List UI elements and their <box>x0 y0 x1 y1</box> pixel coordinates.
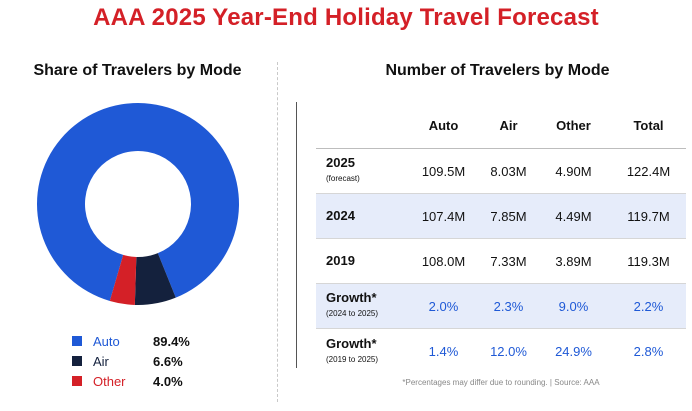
legend-item-air: Air 6.6% <box>72 351 190 371</box>
table-row: 2019 108.0M 7.33M 3.89M 119.3M <box>316 239 686 284</box>
table-cell: 107.4M <box>421 208 466 224</box>
chart-legend: Auto 89.4% Air 6.6% Other 4.0% <box>72 331 190 391</box>
legend-item-other: Other 4.0% <box>72 371 190 391</box>
row-label: 2019 <box>316 254 406 268</box>
page-title: AAA 2025 Year-End Holiday Travel Forecas… <box>93 4 599 31</box>
table-cell: 2.3% <box>493 298 524 314</box>
legend-value-air: 6.6% <box>153 353 183 369</box>
table-cell: 9.0% <box>558 298 589 314</box>
legend-value-other: 4.0% <box>153 373 183 389</box>
header-cell-auto: Auto <box>428 117 459 133</box>
row-sublabel: (2019 to 2025) <box>326 354 379 364</box>
legend-swatch-air <box>72 356 82 366</box>
row-label-text: 2025 <box>326 155 355 170</box>
header-cell-total: Total <box>633 117 664 133</box>
donut-slice-other <box>109 254 137 305</box>
table-cell: 2.8% <box>633 344 664 359</box>
row-label: 2024 <box>316 209 406 223</box>
header-cell-air: Air <box>499 117 518 133</box>
row-label: 2025 (forecast) <box>316 156 406 186</box>
donut-chart <box>36 103 239 305</box>
table-row: 2024 107.4M 7.85M 4.49M 119.7M <box>316 194 686 239</box>
table-header-row: Auto Air Other Total <box>316 102 686 149</box>
table-cell: 122.4M <box>626 163 671 179</box>
table-cell: 24.9% <box>555 344 592 359</box>
travelers-table: Auto Air Other Total 2025 (forecast) 109… <box>316 102 686 374</box>
legend-label-auto: Auto <box>93 333 120 349</box>
legend-swatch-other <box>72 376 82 386</box>
table-cell: 109.5M <box>421 163 466 179</box>
table-cell: 119.3M <box>627 253 670 269</box>
total-column-divider <box>296 102 297 368</box>
table-cell: 119.7M <box>627 208 670 224</box>
table-cell: 3.89M <box>555 253 592 269</box>
table-cell: 8.03M <box>490 163 527 179</box>
legend-item-auto: Auto 89.4% <box>72 331 190 351</box>
table-cell: 2.0% <box>428 298 459 314</box>
row-label-text: 2024 <box>326 208 355 223</box>
dashed-divider <box>277 62 278 402</box>
row-label-text: Growth* <box>326 335 377 351</box>
table-cell: 108.0M <box>421 253 466 269</box>
legend-value-auto: 89.4% <box>153 333 190 349</box>
table-row: 2025 (forecast) 109.5M 8.03M 4.90M 122.4… <box>316 149 686 194</box>
legend-swatch-auto <box>72 336 82 346</box>
row-label: Growth* (2024 to 2025) <box>316 291 406 321</box>
row-label-text: 2019 <box>326 253 355 268</box>
table-row: Growth* (2024 to 2025) 2.0% 2.3% 9.0% 2.… <box>316 284 686 329</box>
footnote: *Percentages may differ due to rounding.… <box>402 378 600 387</box>
table-cell: 4.90M <box>555 163 592 179</box>
donut-slice-air <box>134 253 176 305</box>
row-sublabel: (2024 to 2025) <box>326 309 379 318</box>
table-cell: 7.33M <box>490 253 527 269</box>
row-label: Growth* (2019 to 2025) <box>316 335 406 367</box>
header-cell-other: Other <box>556 117 591 133</box>
table-row: Growth* (2019 to 2025) 1.4% 12.0% 24.9% … <box>316 329 686 374</box>
row-label-text: Growth* <box>326 290 377 305</box>
table-title: Number of Travelers by Mode <box>385 62 610 79</box>
table-cell: 7.85M <box>490 208 527 224</box>
table-cell: 1.4% <box>428 344 459 359</box>
table-cell: 4.49M <box>555 208 592 224</box>
row-sublabel: (forecast) <box>326 174 360 183</box>
legend-label-air: Air <box>93 353 109 369</box>
pie-chart-title: Share of Travelers by Mode <box>33 62 242 79</box>
legend-label-other: Other <box>93 373 126 389</box>
table-cell: 12.0% <box>490 344 527 359</box>
table-cell: 2.2% <box>633 298 664 314</box>
donut-slice-auto <box>36 103 239 301</box>
